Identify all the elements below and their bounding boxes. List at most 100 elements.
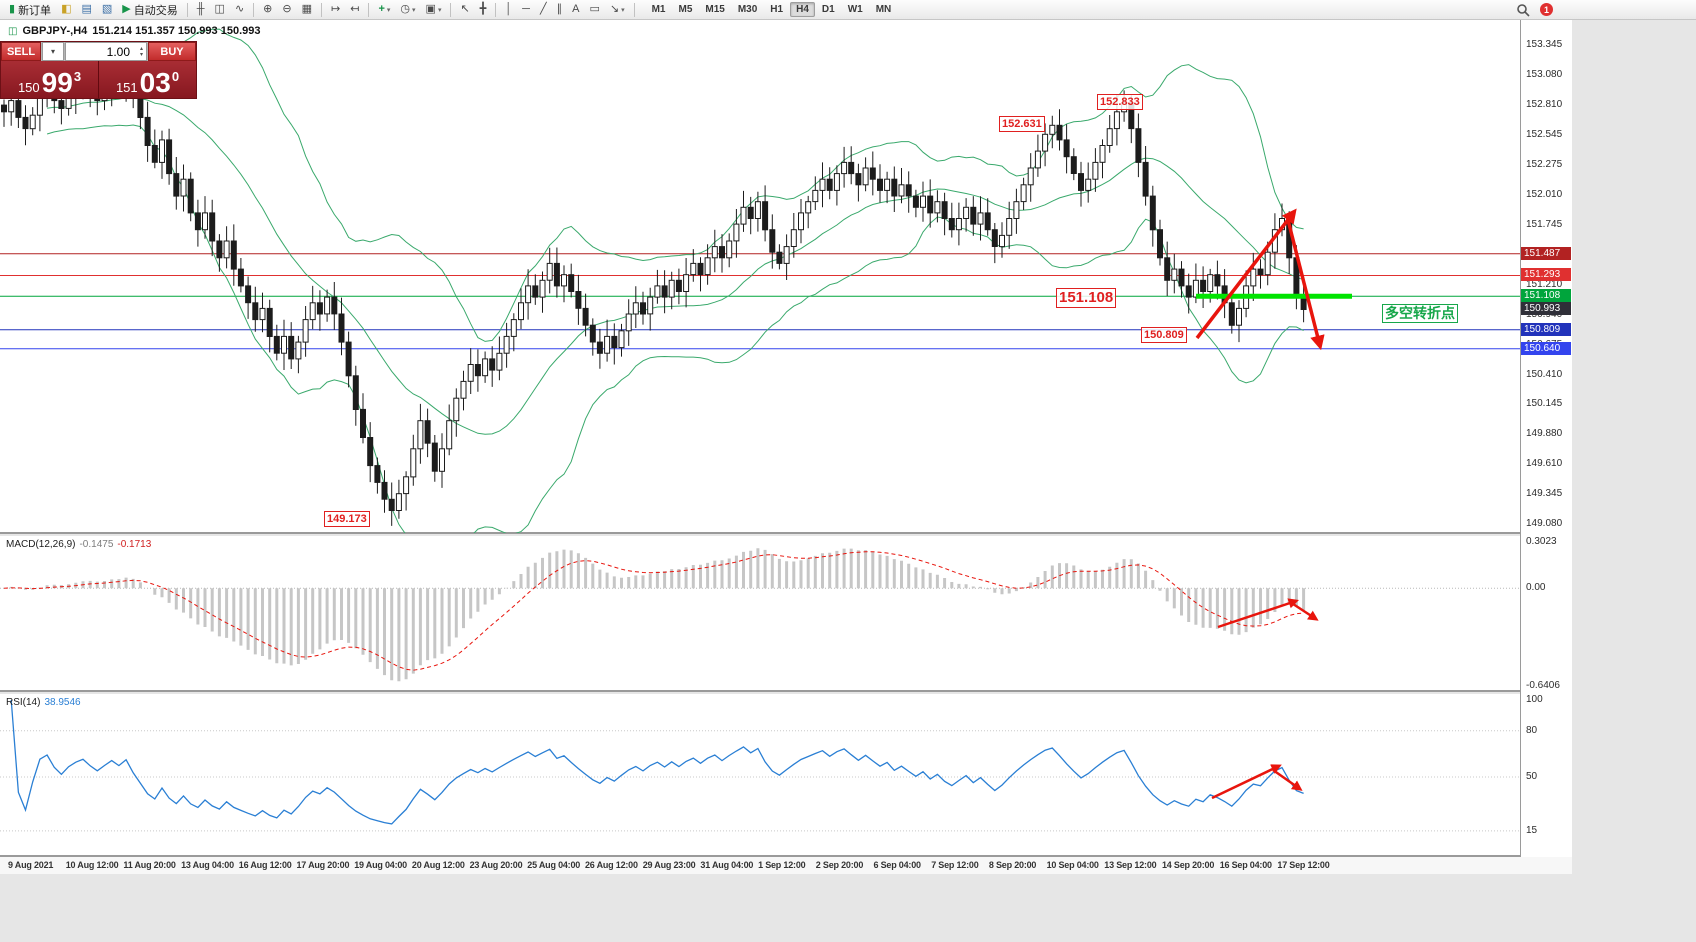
tile-windows-button[interactable]: ▦ — [297, 1, 317, 19]
chart-title: ◫ GBPJPY-,H4 151.214 151.357 150.993 150… — [8, 25, 260, 37]
line-chart-button[interactable]: ∿ — [230, 1, 249, 19]
zoom-out-icon: ⊖ — [282, 3, 292, 15]
templates-button[interactable]: ▣ ▾ — [421, 1, 447, 19]
toolbar-separator — [321, 2, 323, 17]
equidistant-channel-icon: ∥ — [556, 3, 563, 15]
volume-field-wrap: ▴ ▾ — [65, 42, 147, 61]
autotrading-icon: ▶ — [122, 3, 131, 15]
timeframe-bar: M1 M5 M15 M30 H1 H4 D1 W1 MN — [646, 2, 898, 17]
toolbar-icon-strip: ▮ 新订单 ◧ ▤ ▧ ▶ 自动交易 ╫ ◫ ∿ ⊕ ⊖ ▦ ↦ ↤ + ▾ ◷ ▾ ▣ ▾ ↖ ╋ │ ─ ╱ ∥ A ▭ ↘ ▾ — [4, 1, 639, 19]
chart-window-icon: ◧ — [61, 3, 72, 15]
horizontal-line-icon: ─ — [522, 3, 530, 15]
timeframe-m30[interactable]: M30 — [737, 4, 758, 15]
text-button[interactable]: A — [567, 1, 584, 19]
toolbar-separator — [450, 2, 452, 17]
trendline-icon: ╱ — [539, 3, 547, 15]
chart-ohlc: 151.214 151.357 150.993 150.993 — [92, 25, 261, 37]
timeframe-mn[interactable]: MN — [875, 4, 892, 15]
main-chart-panel[interactable] — [0, 20, 1572, 534]
candles-chart-button[interactable]: ◫ — [210, 1, 230, 19]
indicators-button[interactable]: + ▾ — [373, 1, 395, 19]
new-order-button[interactable]: ▮ 新订单 — [4, 1, 56, 19]
chevron-down-icon: ▾ — [621, 6, 625, 14]
buy-price-big: 03 — [139, 67, 171, 98]
bars-chart-icon: ╫ — [196, 3, 205, 15]
vertical-line-button[interactable]: │ — [500, 1, 517, 19]
rsi-panel[interactable] — [0, 694, 1572, 857]
zoom-in-button[interactable]: ⊕ — [258, 1, 277, 19]
notification-badge[interactable]: 1 — [1540, 3, 1553, 16]
indicators-add-icon: + — [378, 3, 385, 15]
crosshair-button[interactable]: ╋ — [475, 1, 492, 19]
candlestick-icon: ◫ — [8, 25, 18, 37]
time-axis[interactable] — [0, 857, 1572, 874]
macd-value-1: -0.1475 — [79, 539, 114, 550]
volume-decrease-button[interactable]: ▾ — [139, 51, 143, 58]
autotrading-button[interactable]: ▶ 自动交易 — [117, 1, 182, 19]
toolbar-separator — [368, 2, 370, 17]
arrow-objects-icon: ↘ — [609, 3, 620, 15]
chart-shift-icon: ↤ — [350, 3, 360, 15]
vertical-line-icon: │ — [505, 3, 513, 15]
auto-scroll-button[interactable]: ↦ — [326, 1, 345, 19]
macd-label: MACD(12,26,9) -0.1475 -0.1713 — [6, 539, 151, 550]
price-axis[interactable] — [1520, 20, 1572, 857]
timeframe-h1[interactable]: H1 — [770, 4, 784, 15]
periods-clock-icon: ◷ — [400, 3, 411, 15]
bars-chart-button[interactable]: ╫ — [192, 1, 210, 19]
top-toolbar: ▮ 新订单 ◧ ▤ ▧ ▶ 自动交易 ╫ ◫ ∿ ⊕ ⊖ ▦ ↦ ↤ + ▾ ◷ ▾ ▣ ▾ ↖ ╋ │ ─ ╱ ∥ A ▭ ↘ ▾ M1 M… — [0, 0, 1696, 20]
chart-symbol: GBPJPY-,H4 — [22, 25, 88, 37]
templates-icon: ▣ — [425, 3, 436, 15]
timeframe-h4[interactable]: H4 — [790, 2, 815, 17]
market-watch-button[interactable]: ▤ — [76, 1, 96, 19]
timeframe-m5[interactable]: M5 — [678, 4, 693, 15]
channel-button[interactable]: ∥ — [552, 1, 568, 19]
arrows-button[interactable]: ↘ ▾ — [605, 1, 630, 19]
horizontal-line-button[interactable]: ─ — [517, 1, 535, 19]
chart-window-button[interactable]: ◧ — [56, 1, 76, 19]
timeframe-m1[interactable]: M1 — [651, 4, 666, 15]
zoom-in-icon: ⊕ — [263, 3, 273, 15]
macd-title: MACD(12,26,9) — [6, 539, 76, 550]
toolbar-separator — [495, 2, 497, 17]
one-click-trading-panel: SELL ▾ ▴ ▾ BUY 150 99 3 151 03 0 — [0, 41, 197, 99]
rsi-title: RSI(14) — [6, 697, 41, 708]
candles-chart-icon: ◫ — [214, 3, 225, 15]
sell-price[interactable]: 150 99 3 — [1, 61, 98, 98]
macd-panel[interactable] — [0, 536, 1572, 692]
volume-preset-dropdown[interactable]: ▾ — [42, 42, 64, 61]
cursor-button[interactable]: ↖ — [455, 1, 474, 19]
zoom-out-button[interactable]: ⊖ — [277, 1, 296, 19]
chevron-down-icon: ▾ — [412, 6, 416, 14]
cursor-icon: ↖ — [460, 3, 470, 15]
chevron-down-icon: ▾ — [386, 6, 391, 14]
buy-price[interactable]: 151 03 0 — [99, 61, 196, 98]
chevron-down-icon: ▾ — [50, 47, 55, 56]
text-label-button[interactable]: ▭ — [584, 1, 604, 19]
new-order-button-label: 新订单 — [18, 4, 52, 17]
search-icon[interactable] — [1516, 3, 1530, 17]
periods-button[interactable]: ◷ ▾ — [395, 1, 420, 19]
chart-shift-button[interactable]: ↤ — [345, 1, 364, 19]
volume-input[interactable] — [66, 43, 146, 60]
trendline-button[interactable]: ╱ — [535, 1, 552, 19]
timeframe-w1[interactable]: W1 — [847, 4, 863, 15]
toolbar-separator — [186, 2, 188, 17]
sell-button[interactable]: SELL — [1, 42, 41, 61]
line-chart-icon: ∿ — [234, 3, 245, 15]
timeframe-m15[interactable]: M15 — [705, 4, 725, 15]
buy-price-sup: 0 — [171, 69, 180, 84]
buy-price-prefix: 151 — [115, 80, 138, 95]
rsi-value: 38.9546 — [44, 697, 81, 708]
navigator-button[interactable]: ▧ — [97, 1, 117, 19]
crosshair-icon: ╋ — [479, 3, 487, 15]
buy-button[interactable]: BUY — [148, 42, 196, 61]
auto-scroll-icon: ↦ — [331, 3, 341, 15]
sell-price-sup: 3 — [73, 69, 82, 84]
timeframe-d1[interactable]: D1 — [821, 4, 835, 15]
navigator-icon: ▧ — [101, 3, 113, 15]
autotrading-button-label: 自动交易 — [133, 4, 178, 17]
text-label-icon: ▭ — [589, 3, 600, 15]
text-icon: A — [572, 3, 580, 15]
chevron-down-icon: ▾ — [437, 6, 442, 14]
